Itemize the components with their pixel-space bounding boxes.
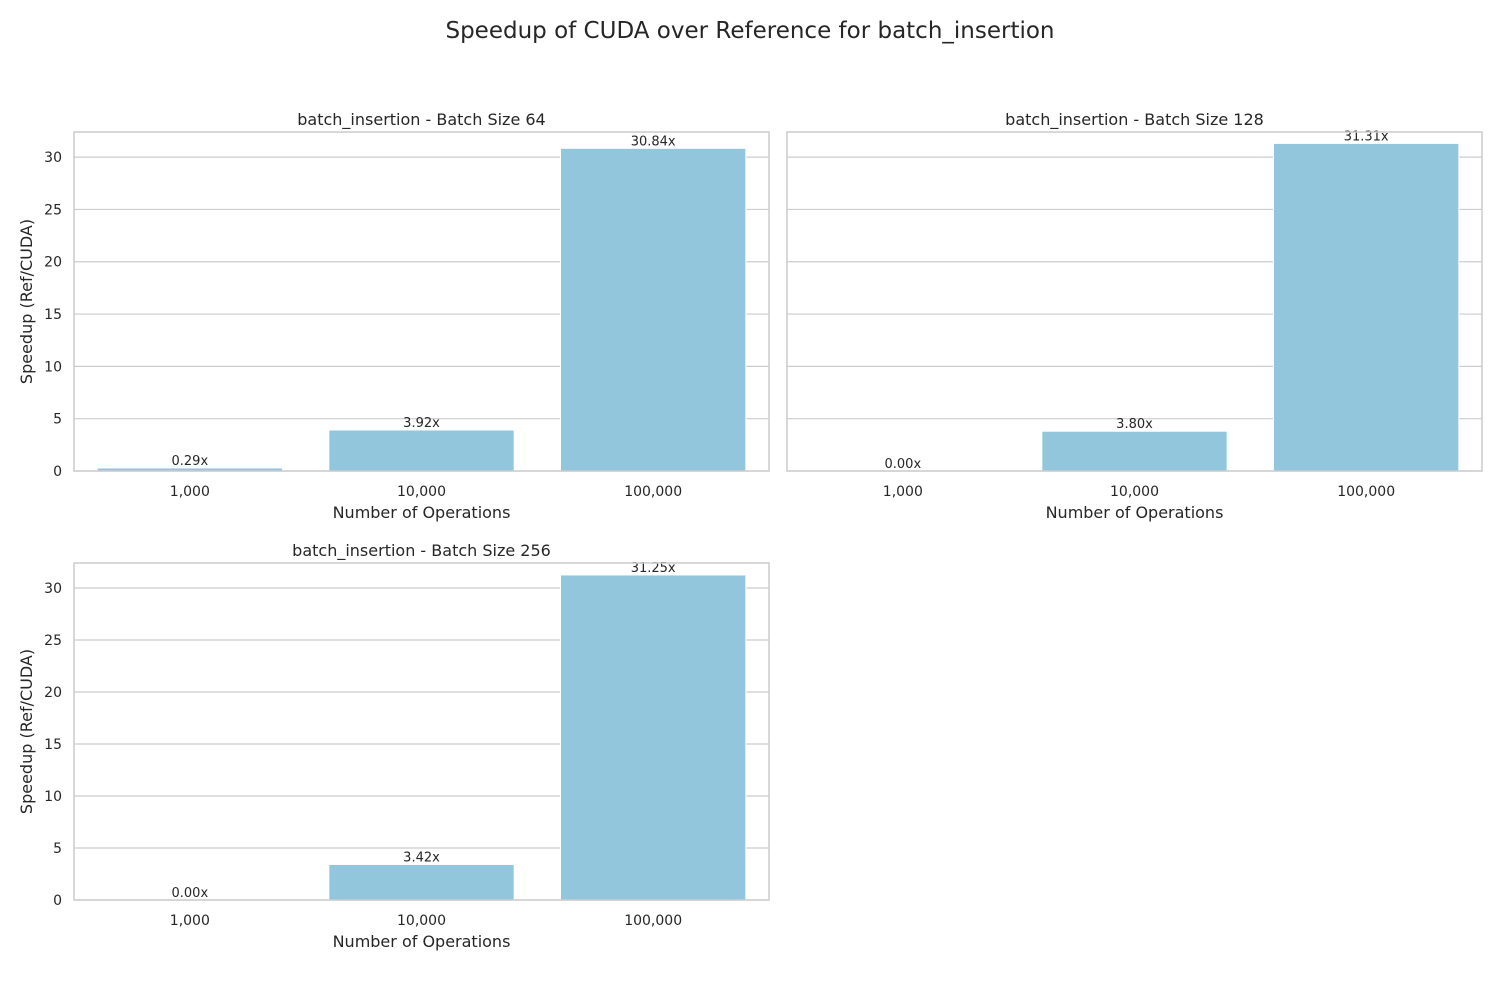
y-tick-label: 0 (53, 893, 62, 909)
x-tick-label: 10,000 (1110, 484, 1159, 500)
subplot-title: batch_insertion - Batch Size 64 (297, 110, 545, 130)
data-label: 31.31x (1344, 129, 1389, 144)
x-tick-label: 100,000 (624, 484, 682, 500)
y-axis-label: Speedup (Ref/CUDA) (17, 219, 36, 384)
y-tick-label: 25 (44, 633, 62, 649)
x-tick-label: 1,000 (170, 484, 210, 500)
y-tick-label: 20 (44, 685, 62, 701)
data-label: 0.00x (885, 457, 922, 472)
subplot-grid: 0 5 10 15 20 25 30 0.29x 1,000 3.92x 10,000 30.84x 1… (17, 110, 1483, 951)
plot-frame (73, 562, 770, 901)
data-label: 3.42x (403, 850, 440, 865)
subplot-2: 0.00x 1,000 3.80x 10,000 31.31x 100,000 batch_… (786, 110, 1483, 522)
x-tick-label: 1,000 (170, 913, 210, 929)
subplot-1: 0 5 10 15 20 25 30 0.29x 1,000 3.92x 10,000 30.84x 1… (17, 110, 770, 522)
x-tick-label: 10,000 (397, 913, 446, 929)
y-tick-label: 25 (44, 202, 62, 218)
y-tick-label: 10 (44, 359, 62, 375)
y-tick-label: 5 (53, 412, 62, 428)
x-tick-label: 100,000 (1337, 484, 1395, 500)
x-tick-label: 100,000 (624, 913, 682, 929)
y-tick-label: 15 (44, 737, 62, 753)
data-label: 3.92x (403, 416, 440, 431)
x-axis-label: Number of Operations (1046, 503, 1224, 522)
bar (1041, 430, 1228, 472)
data-label: 3.80x (1116, 417, 1153, 432)
x-axis-label: Number of Operations (333, 503, 511, 522)
subplot-title: batch_insertion - Batch Size 128 (1005, 110, 1264, 130)
bar (328, 429, 515, 472)
data-label: 0.00x (172, 886, 209, 901)
y-tick-label: 15 (44, 307, 62, 323)
data-label: 30.84x (631, 134, 676, 149)
bar (1273, 142, 1460, 472)
y-axis-label: Speedup (Ref/CUDA) (17, 649, 36, 814)
y-tick-label: 30 (44, 581, 62, 597)
y-tick-label: 0 (53, 464, 62, 480)
x-axis-label: Number of Operations (333, 932, 511, 951)
subplot-3: 0 5 10 15 20 25 30 0.00x 1,000 3.42x 10,000 31.25x 1… (17, 541, 770, 951)
plot-frame (73, 131, 770, 472)
y-tick-label: 30 (44, 150, 62, 166)
subplot-title: batch_insertion - Batch Size 256 (292, 541, 551, 561)
y-tick-label: 10 (44, 789, 62, 805)
x-tick-label: 10,000 (397, 484, 446, 500)
bar (328, 863, 515, 901)
figure-title: Speedup of CUDA over Reference for batch… (445, 18, 1054, 44)
plot-frame (786, 131, 1483, 472)
data-label: 0.29x (172, 454, 209, 469)
data-label: 31.25x (631, 561, 676, 576)
x-tick-label: 1,000 (883, 484, 923, 500)
bar (560, 147, 747, 472)
bar (560, 574, 747, 901)
y-tick-label: 5 (53, 841, 62, 857)
y-tick-label: 20 (44, 255, 62, 271)
